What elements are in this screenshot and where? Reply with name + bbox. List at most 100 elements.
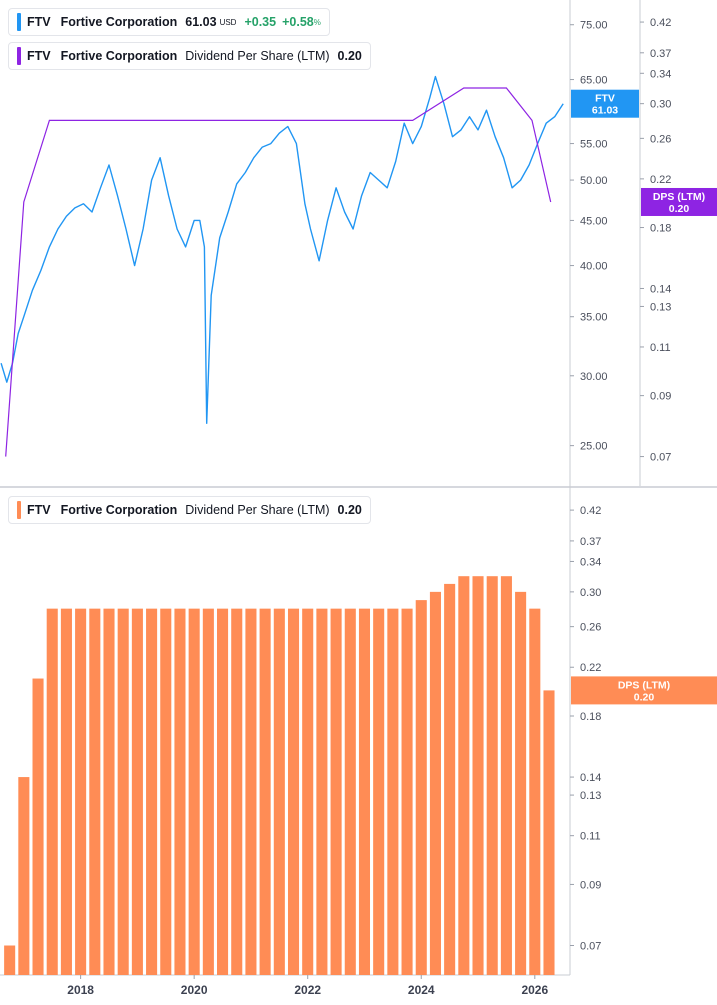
legend-price-company: Fortive Corporation [60, 15, 178, 29]
price-axis-tick-label: 75.00 [580, 20, 608, 32]
dps-last-badge [641, 187, 717, 216]
dps-bar [429, 591, 441, 975]
dps-bar [401, 608, 413, 975]
dps-bar [18, 777, 30, 975]
price-axis-tick-label: 50.00 [580, 175, 608, 187]
legend-dps-bottom-metric: Dividend Per Share (LTM) [185, 503, 330, 517]
bar-last-badge-value: 0.20 [634, 691, 655, 703]
dps-bar [174, 608, 186, 975]
legend-dps-top[interactable]: FTV Fortive Corporation Dividend Per Sha… [8, 42, 371, 70]
dps-axis-tick-label: 0.09 [650, 391, 671, 403]
legend-dps-bottom-swatch [17, 501, 21, 519]
dps-axis-tick-label: 0.30 [650, 99, 671, 111]
bar-axis-tick-label: 0.07 [580, 941, 601, 953]
legend-dps-top-ticker: FTV [27, 49, 51, 63]
time-axis-tick-label: 2024 [408, 983, 435, 997]
price-last-badge [571, 89, 639, 118]
price-axis-tick-label: 35.00 [580, 312, 608, 324]
dps-axis-tick-label: 0.14 [650, 283, 671, 295]
bar-axis-tick-label: 0.37 [580, 536, 601, 548]
bar-axis-tick-label: 0.09 [580, 879, 601, 891]
bar-axis-tick-label: 0.26 [580, 622, 601, 634]
dps-axis-tick-label: 0.22 [650, 174, 671, 186]
time-axis-tick-label: 2020 [181, 983, 208, 997]
dps-bar [146, 608, 158, 975]
dps-axis-tick-label: 0.34 [650, 68, 671, 80]
price-axis-tick-label: 45.00 [580, 215, 608, 227]
legend-price-swatch [17, 13, 21, 31]
dps-bar [32, 678, 44, 975]
dps-bar [231, 608, 243, 975]
legend-dps-bottom-ticker: FTV [27, 503, 51, 517]
time-axis-tick-label: 2018 [67, 983, 94, 997]
bar-axis-tick-label: 0.34 [580, 556, 601, 568]
dps-axis-tick-label: 0.26 [650, 133, 671, 145]
dps-bar [103, 608, 115, 975]
legend-dps-top-value: 0.20 [337, 49, 362, 63]
dps-bar [160, 608, 172, 975]
legend-price[interactable]: FTV Fortive Corporation 61.03 USD +0.35 … [8, 8, 330, 36]
bar-axis-tick-label: 0.14 [580, 772, 601, 784]
time-axis-tick-label: 2022 [294, 983, 321, 997]
price-axis-tick-label: 40.00 [580, 261, 608, 273]
dps-axis-tick-label: 0.37 [650, 48, 671, 60]
dps-bar [188, 608, 200, 975]
legend-dps-top-company: Fortive Corporation [60, 49, 178, 63]
dps-bar [217, 608, 229, 975]
bar-axis-tick-label: 0.13 [580, 790, 601, 802]
dps-bar [302, 608, 314, 975]
dps-bar [387, 608, 399, 975]
bar-axis-tick-label: 0.30 [580, 587, 601, 599]
dps-last-badge-name: DPS (LTM) [653, 191, 705, 203]
bar-axis-tick-label: 0.18 [580, 711, 601, 723]
bar-axis-tick-label: 0.22 [580, 662, 601, 674]
dps-bar [117, 608, 129, 975]
price-axis-tick-label: 30.00 [580, 371, 608, 383]
price-axis-tick-label: 55.00 [580, 139, 608, 151]
legend-price-value: 61.03 [185, 15, 217, 29]
legend-price-change-pct: +0.58 [282, 15, 314, 29]
legend-price-ticker: FTV [27, 15, 51, 29]
dps-bar [515, 591, 527, 975]
legend-dps-bottom-value: 0.20 [337, 503, 362, 517]
bar-last-badge-name: DPS (LTM) [618, 679, 670, 691]
dps-bar [273, 608, 285, 975]
dps-bar [344, 608, 356, 975]
price-axis-tick-label: 65.00 [580, 75, 608, 87]
legend-price-change: +0.35 [244, 15, 277, 29]
price-last-badge-value: 61.03 [592, 105, 618, 117]
dps-bar [486, 576, 498, 975]
dps-bar [287, 608, 300, 975]
bar-axis-tick-label: 0.42 [580, 505, 601, 517]
price-line [0, 75, 564, 424]
dps-bar [373, 608, 385, 975]
dps-bar [259, 608, 271, 975]
dps-axis-tick-label: 0.11 [650, 342, 671, 354]
legend-dps-bottom[interactable]: FTV Fortive Corporation Dividend Per Sha… [8, 496, 371, 524]
dps-line [5, 87, 552, 457]
dps-bar [60, 608, 72, 975]
dps-bar [529, 608, 541, 975]
dps-bar [75, 608, 87, 975]
time-axis-tick-label: 2026 [521, 983, 548, 997]
legend-dps-bottom-company: Fortive Corporation [60, 503, 178, 517]
dps-bar [458, 576, 470, 975]
dps-axis-tick-label: 0.42 [650, 17, 671, 29]
bar-axis-tick-label: 0.11 [580, 831, 601, 843]
legend-price-currency: USD [219, 17, 237, 27]
dps-bar [202, 608, 214, 975]
price-last-badge-name: FTV [595, 93, 615, 105]
legend-dps-top-swatch [17, 47, 21, 65]
dps-axis-tick-label: 0.13 [650, 301, 671, 313]
bar-last-badge [571, 676, 717, 705]
dps-bar [4, 945, 16, 975]
dps-bar [316, 608, 328, 975]
dps-bar [472, 576, 484, 975]
dps-axis-tick-label: 0.18 [650, 223, 671, 235]
dps-bar [245, 608, 257, 975]
dps-axis-tick-label: 0.07 [650, 452, 671, 464]
legend-price-pct-sign: % [313, 17, 321, 27]
dps-bar [131, 608, 143, 975]
dps-bar [543, 690, 555, 975]
